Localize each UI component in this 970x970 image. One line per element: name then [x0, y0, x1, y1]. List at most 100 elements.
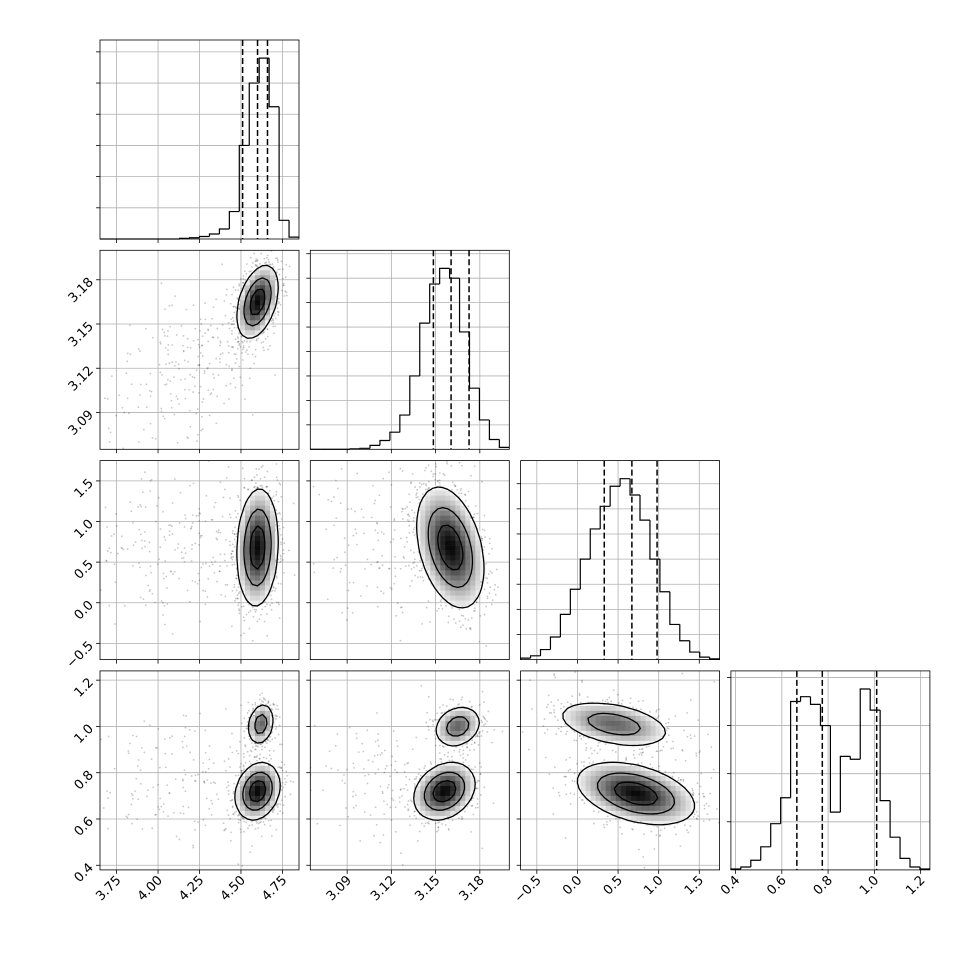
- sample-point: [163, 604, 166, 607]
- sample-point: [481, 847, 484, 850]
- sample-point: [285, 781, 288, 784]
- sample-point: [491, 547, 493, 550]
- sample-point: [389, 506, 392, 508]
- histogram-bin: [278, 106, 290, 221]
- y-tick-label: 3.18: [66, 275, 97, 306]
- sample-point: [265, 486, 268, 489]
- sample-point: [238, 591, 241, 593]
- density-cell: [265, 265, 271, 271]
- sample-point: [254, 703, 257, 706]
- density-cell: [615, 735, 621, 742]
- x-tick-label: 3.15: [412, 873, 443, 904]
- sample-point: [392, 730, 395, 732]
- density-cell: [440, 785, 446, 792]
- density-cell: [655, 790, 661, 797]
- density-cell: [670, 815, 676, 822]
- sample-point: [223, 553, 226, 556]
- sample-point: [127, 412, 130, 415]
- sample-point: [277, 261, 279, 263]
- sample-point: [137, 441, 140, 443]
- density-cell: [580, 785, 586, 792]
- density-cell: [270, 525, 276, 531]
- density-cell: [430, 490, 436, 496]
- sample-point: [110, 535, 113, 537]
- sample-point: [277, 297, 280, 300]
- sample-point: [436, 609, 439, 612]
- sample-point: [470, 743, 473, 746]
- density-cell: [470, 595, 476, 601]
- sample-point: [257, 827, 260, 829]
- sample-point: [199, 712, 202, 715]
- histogram-bin: [609, 485, 621, 507]
- sample-point: [163, 738, 166, 740]
- density-cell: [465, 575, 471, 581]
- sample-point: [234, 289, 237, 291]
- density-cell: [465, 510, 471, 516]
- sample-point: [409, 549, 412, 552]
- density-cell: [265, 570, 271, 576]
- sample-point: [149, 480, 152, 482]
- density-cell: [580, 770, 586, 777]
- density-cell: [470, 710, 476, 717]
- sample-point: [693, 813, 696, 816]
- sample-point: [272, 703, 275, 706]
- density-cell: [240, 805, 246, 812]
- density-cell: [435, 785, 441, 792]
- sample-point: [219, 481, 222, 484]
- density-cell: [590, 790, 596, 797]
- density-cell: [465, 775, 471, 782]
- sample-point: [481, 539, 483, 542]
- sample-point: [458, 703, 460, 705]
- density-cell: [430, 535, 436, 541]
- sample-point: [267, 760, 270, 763]
- sample-point: [175, 334, 178, 336]
- sample-point: [409, 482, 412, 485]
- density-cell: [650, 720, 656, 727]
- density-cell: [645, 730, 651, 737]
- sample-point: [432, 723, 434, 726]
- density-cell: [270, 280, 276, 286]
- sample-point: [259, 477, 262, 480]
- sample-point: [341, 779, 344, 782]
- contour-line: [416, 486, 485, 609]
- sample-point: [213, 506, 216, 508]
- density-cell: [610, 725, 616, 732]
- density-cell: [465, 795, 471, 802]
- sample-point: [415, 817, 418, 820]
- sample-point: [192, 844, 195, 847]
- sample-point: [240, 771, 243, 774]
- sample-point: [194, 774, 197, 777]
- density-cell: [445, 710, 451, 717]
- density-cell: [655, 770, 661, 777]
- density-cell: [610, 710, 616, 717]
- sample-point: [370, 563, 373, 566]
- density-cell: [265, 315, 271, 321]
- density-cell: [455, 780, 461, 787]
- density-cell: [250, 735, 256, 742]
- sample-point: [271, 497, 273, 500]
- sample-point: [204, 332, 207, 335]
- sample-point: [256, 620, 259, 623]
- sample-point: [391, 755, 394, 758]
- sample-point: [485, 645, 488, 647]
- sample-point: [392, 799, 395, 802]
- density-cell: [450, 790, 456, 797]
- density-cell: [635, 775, 641, 782]
- sample-point: [667, 734, 670, 737]
- density-cell: [615, 715, 621, 722]
- density-cell: [655, 795, 661, 802]
- sample-point: [256, 265, 259, 268]
- sample-point: [182, 344, 184, 347]
- sample-point: [410, 481, 413, 484]
- sample-point: [478, 640, 481, 643]
- density-cell: [440, 520, 446, 526]
- density-cell: [435, 725, 441, 732]
- density-cell: [625, 765, 631, 772]
- sample-point: [233, 538, 236, 541]
- density-cell: [440, 730, 446, 737]
- sample-point: [193, 730, 196, 732]
- sample-point: [582, 735, 585, 738]
- density-cell: [250, 540, 256, 546]
- sample-point: [139, 533, 142, 536]
- sample-point: [335, 517, 338, 520]
